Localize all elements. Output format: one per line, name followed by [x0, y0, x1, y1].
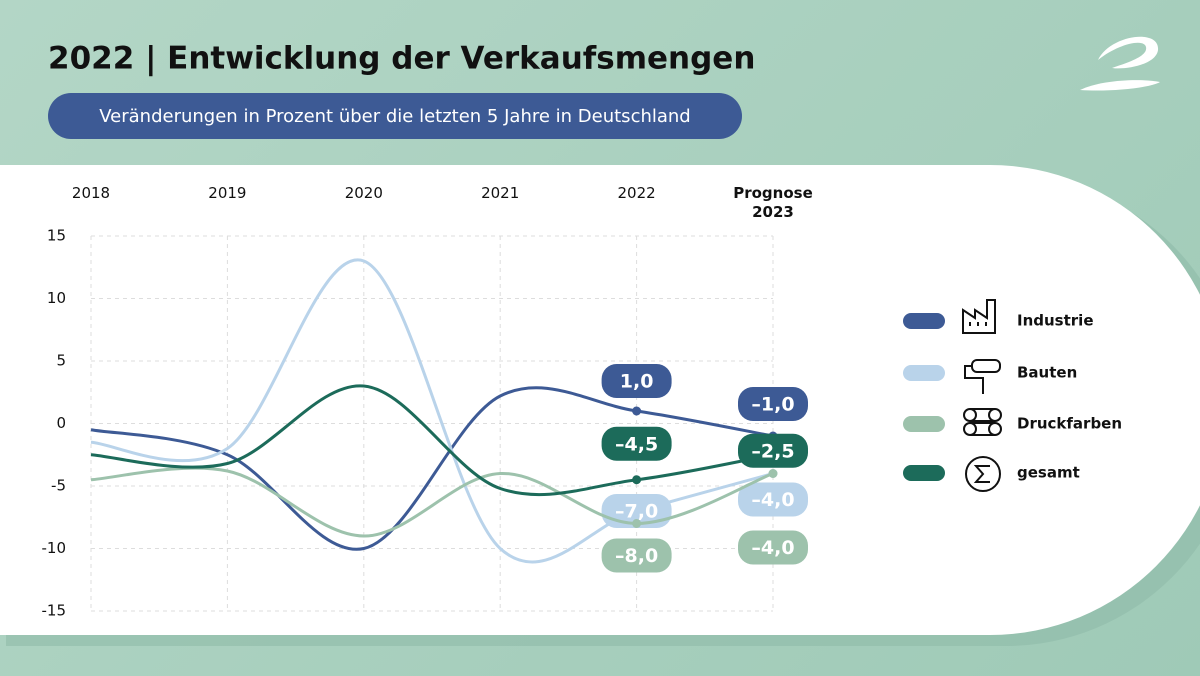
- value-label-pill: [601, 538, 672, 573]
- legend-icons: [962, 299, 1002, 492]
- legend-swatch: [903, 365, 945, 381]
- logo: [1080, 36, 1160, 91]
- y-tick-label: 5: [56, 352, 66, 370]
- value-label-pill: [601, 426, 672, 461]
- chart-title: 2022 | Entwicklung der Verkaufsmengen: [48, 41, 755, 77]
- value-label: –4,0: [751, 537, 794, 559]
- x-tick-label: 2020: [344, 184, 383, 202]
- y-tick-label: 15: [47, 227, 66, 245]
- x-tick-label: 2022: [617, 184, 656, 202]
- value-label: –8,0: [615, 545, 658, 567]
- y-tick-label: 0: [56, 414, 66, 432]
- legend-swatch: [903, 465, 945, 481]
- legend-label: Industrie: [1017, 312, 1094, 330]
- value-label-pill: [738, 530, 808, 565]
- x-tick-label: 2018: [71, 184, 111, 202]
- value-label: –4,5: [615, 433, 658, 455]
- value-label-pill: [601, 364, 672, 398]
- subtitle-pill: [48, 93, 742, 139]
- line: [90, 384, 774, 497]
- x-tick-label: 2019: [208, 184, 247, 202]
- subtitle: Veränderungen in Prozent über die letzte…: [99, 106, 690, 127]
- value-label: –7,0: [615, 501, 658, 523]
- value-label-pill: [738, 433, 808, 468]
- point: [632, 519, 642, 528]
- legend-swatch: [903, 416, 945, 432]
- line: [90, 466, 774, 538]
- y-tick-label: -15: [42, 602, 67, 620]
- x-tick-label: 2021: [481, 184, 520, 202]
- value-label: –1,0: [751, 394, 794, 416]
- value-label: –4,0: [751, 489, 794, 511]
- legend-label: Druckfarben: [1017, 415, 1122, 433]
- value-label: –2,5: [751, 440, 794, 462]
- value-label: 1,0: [620, 371, 654, 393]
- y-tick-label: -5: [51, 477, 66, 495]
- x-tick-label: Prognose 2023: [733, 184, 813, 221]
- legend-label: Bauten: [1017, 364, 1077, 382]
- point: [632, 475, 642, 485]
- value-label-pill: [738, 482, 808, 517]
- legend-swatch: [903, 313, 945, 329]
- value-label-pill: [738, 387, 808, 421]
- y-tick-label: -10: [42, 539, 67, 557]
- y-tick-label: 10: [47, 289, 66, 307]
- legend-label: gesamt: [1017, 464, 1080, 482]
- point: [768, 469, 778, 478]
- value-label-pill: [601, 494, 672, 528]
- point: [632, 406, 642, 416]
